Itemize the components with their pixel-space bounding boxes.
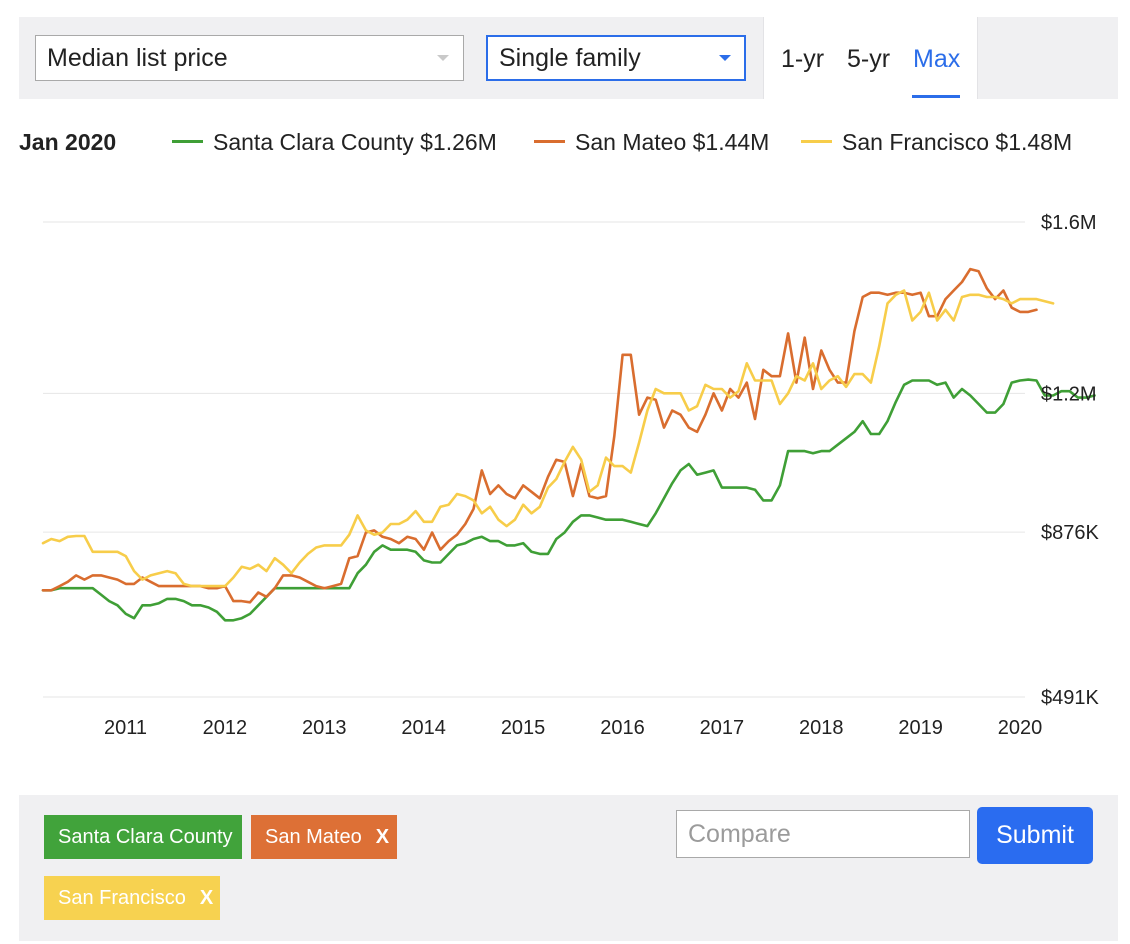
x-tick-label: 2017: [700, 717, 745, 739]
x-tick-label: 2020: [998, 717, 1043, 739]
legend-date: Jan 2020: [19, 129, 117, 155]
x-axis-labels: 2011 2012 2013 2014 2015 2016 2017 2018 2019 2020: [104, 717, 1042, 739]
legend-item-san-francisco: San Francisco $1.48M: [801, 129, 1072, 156]
compare-panel: Santa Clara County San Mateo X San Franci…: [19, 795, 1118, 941]
legend-swatch: [172, 140, 203, 144]
y-tick-label: $491K: [1041, 687, 1099, 709]
submit-button[interactable]: Submit: [977, 807, 1093, 864]
range-max-tab[interactable]: Max: [913, 45, 961, 73]
property-type-select-value: Single family: [499, 44, 641, 72]
remove-san-mateo-button[interactable]: X: [375, 826, 390, 848]
chevron-down-icon: [437, 55, 449, 61]
series-lines: [41, 267, 1096, 622]
remove-san-francisco-button[interactable]: X: [199, 887, 214, 909]
x-tick-label: 2019: [898, 717, 943, 739]
legend-label: San Mateo $1.44M: [575, 129, 770, 155]
property-type-select[interactable]: Single family: [486, 35, 746, 81]
legend-item-san-mateo: San Mateo $1.44M: [534, 129, 769, 156]
tag-label: Santa Clara County: [58, 826, 233, 848]
metric-select-value: Median list price: [47, 44, 228, 72]
x-tick-label: 2011: [104, 717, 147, 739]
y-tick-label: $1.2M: [1041, 383, 1097, 405]
legend-swatch: [534, 140, 565, 144]
tag-label: San Francisco: [58, 887, 186, 909]
chart-controls-toolbar: Median list price Single family 1-yr 5-y…: [19, 17, 1118, 99]
legend-label: San Francisco $1.48M: [842, 129, 1073, 155]
x-tick-label: 2013: [302, 717, 347, 739]
x-tick-label: 2015: [501, 717, 546, 739]
compare-input[interactable]: [676, 810, 970, 858]
tag-santa-clara-county: Santa Clara County: [44, 815, 242, 859]
y-tick-label: $1.6M: [1041, 212, 1097, 234]
range-1yr-tab[interactable]: 1-yr: [781, 45, 825, 73]
x-tick-label: 2014: [401, 717, 446, 739]
legend-swatch: [801, 140, 832, 144]
legend-item-santa-clara: Santa Clara County $1.26M: [172, 129, 497, 156]
active-range-indicator: [912, 95, 960, 98]
x-tick-label: 2012: [203, 717, 248, 739]
range-5yr-tab[interactable]: 5-yr: [847, 45, 891, 73]
tag-label: San Mateo: [265, 826, 362, 848]
metric-select[interactable]: Median list price: [35, 35, 464, 81]
price-line-chart: $491K$876K$1.2M$1.6M 2011 2012 2013 2014 201…: [41, 212, 1099, 739]
tag-san-mateo: San Mateo X: [251, 815, 397, 859]
gridlines: [43, 221, 1025, 698]
series-line-san-francisco: [41, 289, 1055, 588]
chevron-down-icon: [719, 55, 731, 61]
y-tick-label: $876K: [1041, 522, 1099, 544]
y-axis-labels: $491K $876K $1.2M $1.6M: [1041, 212, 1099, 709]
legend-label: Santa Clara County $1.26M: [213, 129, 497, 155]
series-line-san-mateo: [41, 267, 1038, 604]
tag-san-francisco: San Francisco X: [44, 876, 220, 920]
series-line-santa-clara-county: [41, 378, 1096, 622]
x-tick-label: 2016: [600, 717, 645, 739]
time-range-tabs: 1-yr 5-yr Max: [763, 17, 978, 99]
x-tick-label: 2018: [799, 717, 844, 739]
